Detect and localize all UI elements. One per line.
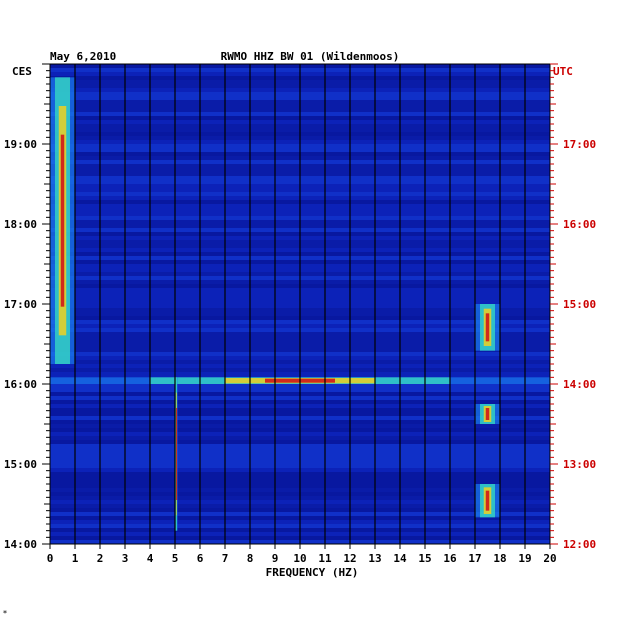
x-tick-label: 3 [122, 552, 129, 565]
x-tick-label: 10 [293, 552, 306, 565]
x-tick-label: 4 [147, 552, 154, 565]
x-tick-label: 6 [197, 552, 204, 565]
feature-peak [485, 490, 490, 511]
right-tick-label: 14:00 [563, 378, 596, 391]
date-label: May 6,2010 [50, 50, 116, 63]
x-tick-label: 1 [72, 552, 79, 565]
left-time-axis: 14:00 15:00 16:00 17:00 18:00 19:00 [4, 63, 50, 551]
x-tick-label: 5 [172, 552, 179, 565]
feature-0 [50, 77, 75, 364]
right-tick-label: 16:00 [563, 218, 596, 231]
left-tick-label: 16:00 [4, 378, 37, 391]
x-tick-label: 12 [343, 552, 356, 565]
right-tick-label: 17:00 [563, 138, 596, 151]
x-tick-label: 7 [222, 552, 229, 565]
plot-area [49, 63, 551, 545]
left-tick-label: 15:00 [4, 458, 37, 471]
x-axis-title: FREQUENCY (HZ) [266, 566, 359, 579]
x-tick-label: 16 [443, 552, 457, 565]
left-tick-label: 19:00 [4, 138, 37, 151]
x-tick-label: 20 [543, 552, 556, 565]
right-axis-label: UTC [553, 65, 573, 78]
left-tick-label: 14:00 [4, 538, 37, 551]
feature-4 [475, 404, 500, 424]
spectrogram-features [50, 77, 550, 531]
x-tick-label: 8 [247, 552, 254, 565]
feature-peak [485, 408, 490, 420]
right-time-axis: 12:00 13:00 14:00 15:00 16:00 17:00 [550, 63, 596, 551]
chart-title: RWMO HHZ BW 01 (Wildenmoos) [221, 50, 400, 63]
x-tick-label: 14 [393, 552, 407, 565]
feature-2 [175, 377, 178, 531]
right-tick-label: 12:00 [563, 538, 596, 551]
x-tick-label: 13 [368, 552, 381, 565]
left-axis-label: CES [12, 65, 32, 78]
frequency-axis: 0 1 2 3 4 5 6 7 8 9 10 11 12 13 14 15 16 17 18 19 20 [47, 544, 557, 565]
x-tick-label: 9 [272, 552, 279, 565]
feature-peak [485, 313, 490, 342]
right-tick-label: 13:00 [563, 458, 596, 471]
x-tick-label: 2 [97, 552, 104, 565]
feature-5 [475, 484, 500, 518]
x-tick-label: 18 [493, 552, 506, 565]
x-tick-label: 19 [518, 552, 531, 565]
left-tick-label: 18:00 [4, 218, 37, 231]
frequency-gridlines [49, 63, 551, 545]
x-tick-label: 0 [47, 552, 54, 565]
right-tick-label: 15:00 [563, 298, 596, 311]
left-tick-label: 17:00 [4, 298, 37, 311]
feature-3 [475, 304, 500, 351]
feature-peak [60, 134, 65, 307]
feature-peak [176, 408, 178, 500]
footnote: * [3, 609, 7, 618]
x-tick-label: 15 [418, 552, 431, 565]
x-tick-label: 11 [318, 552, 332, 565]
x-tick-label: 17 [468, 552, 481, 565]
